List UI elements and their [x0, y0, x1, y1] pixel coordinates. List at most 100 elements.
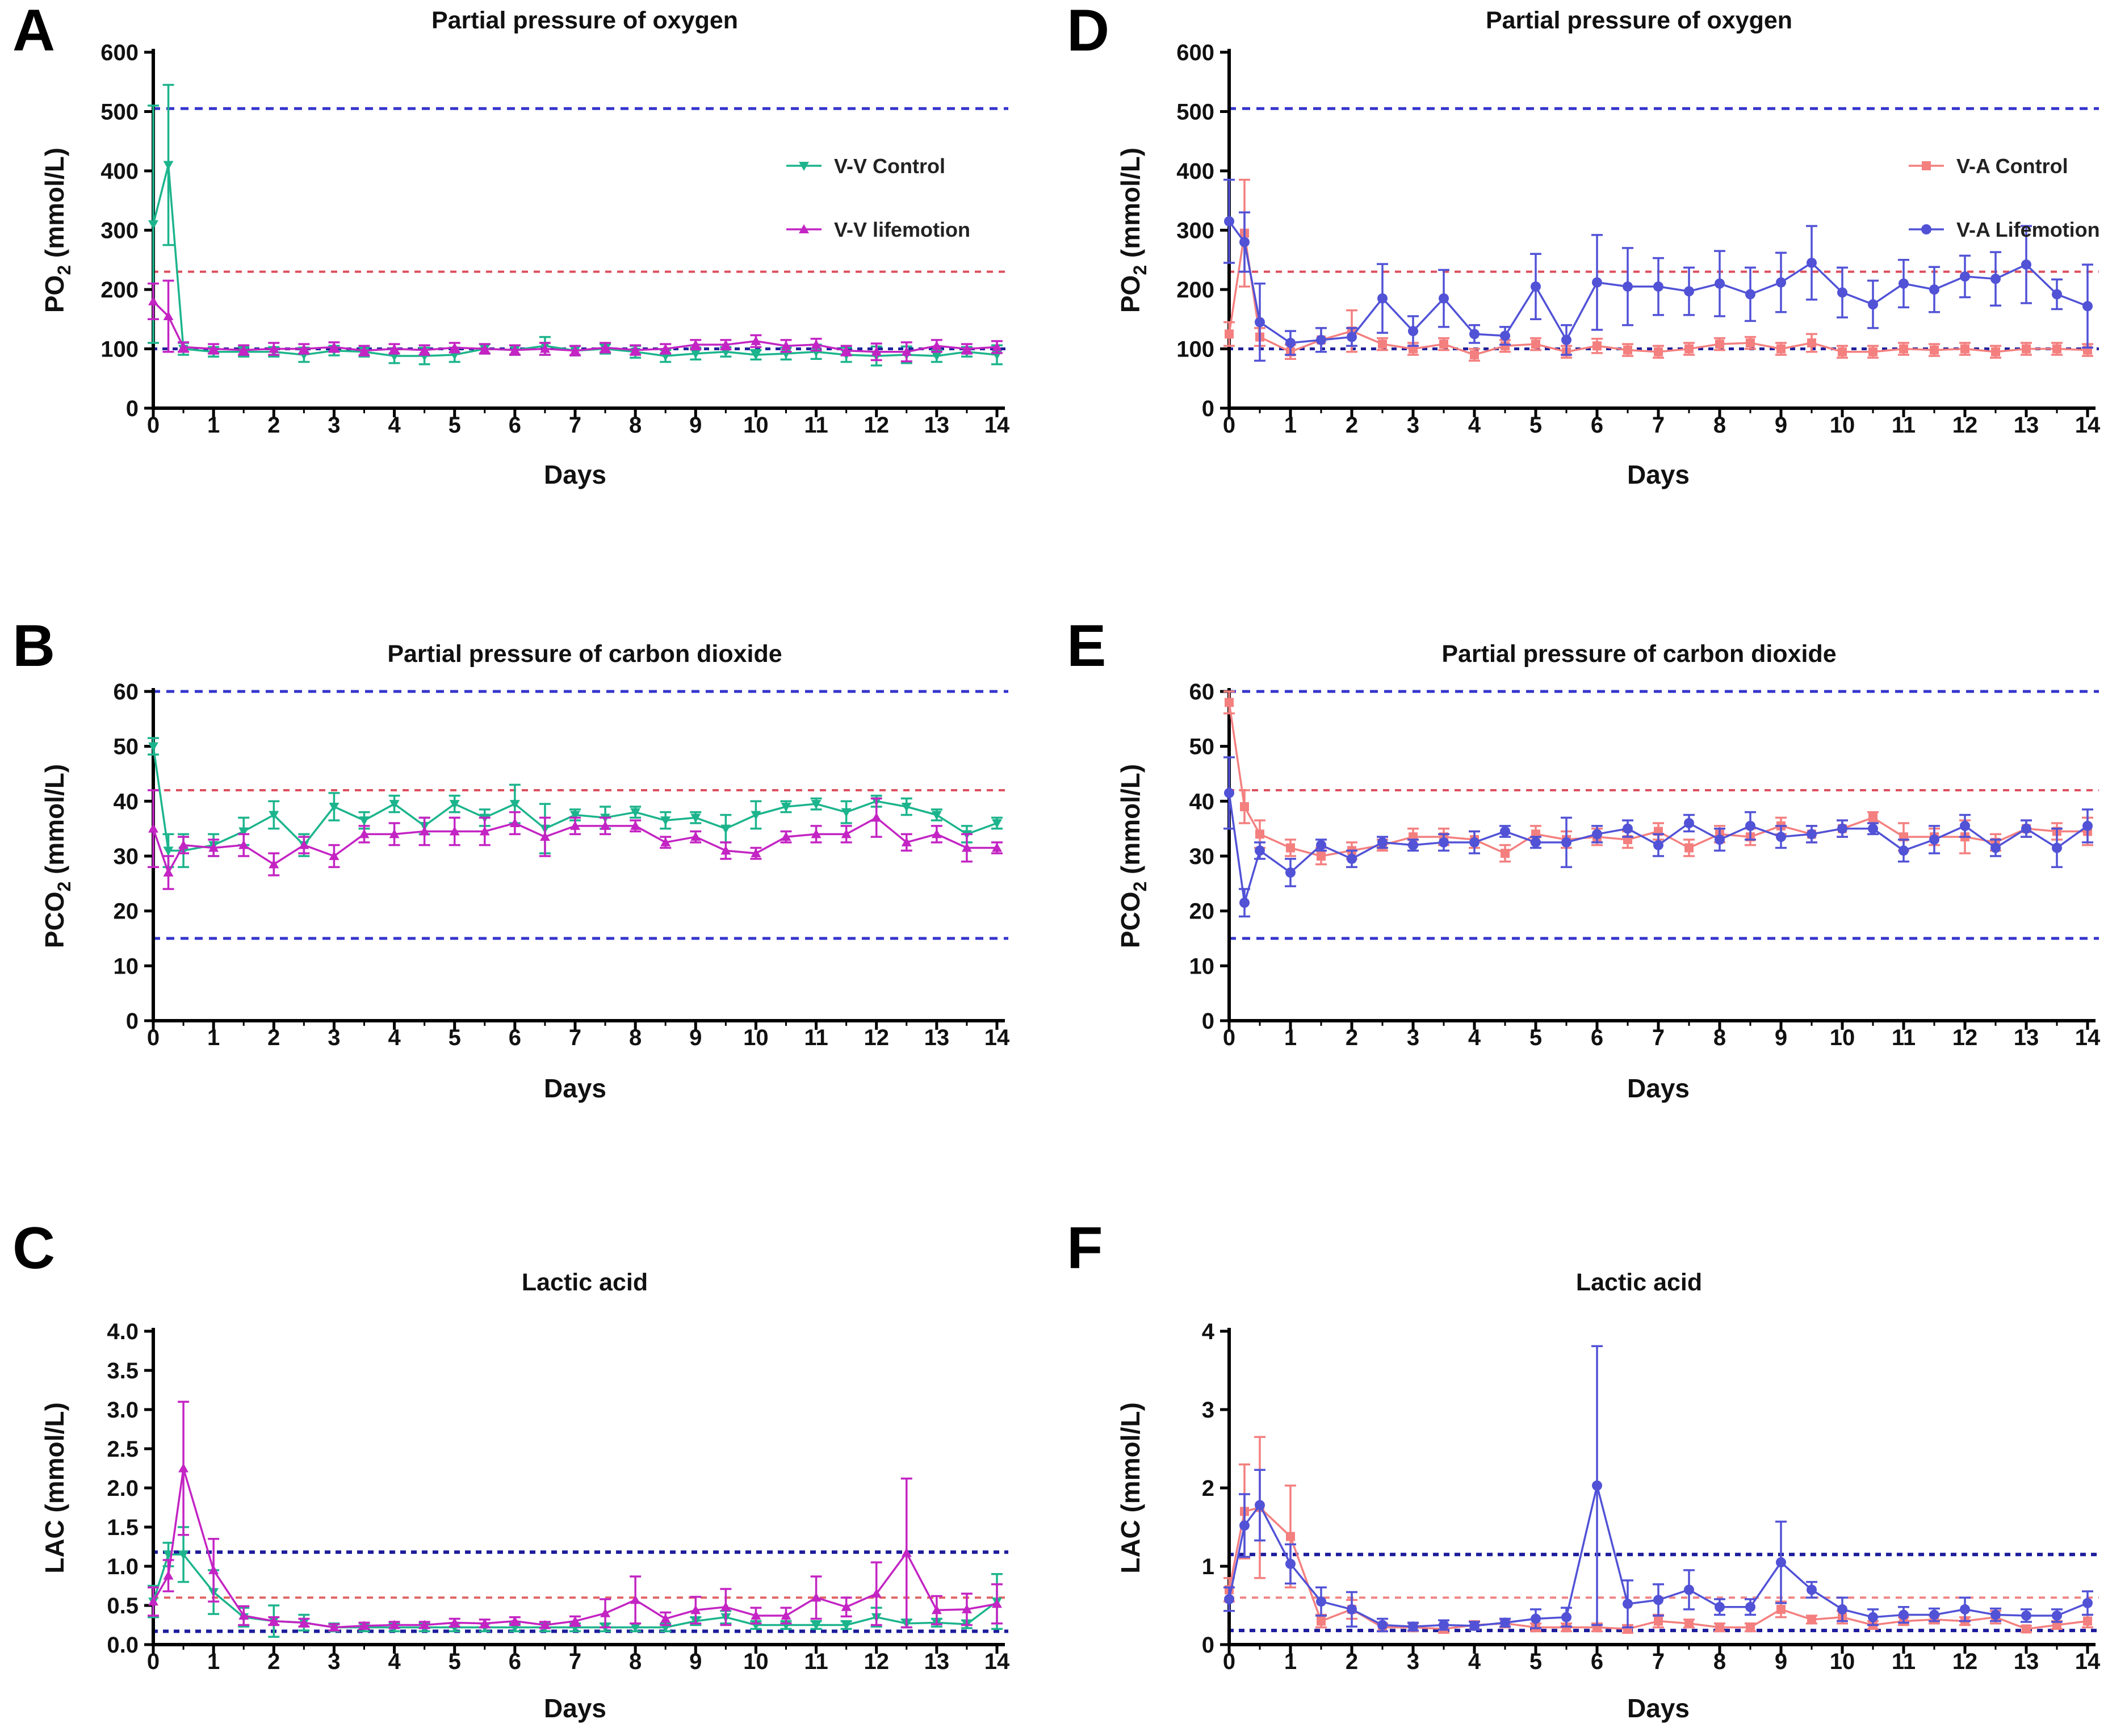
svg-text:0: 0: [1202, 1009, 1214, 1034]
svg-text:9: 9: [1775, 413, 1787, 438]
svg-text:5: 5: [1529, 1025, 1542, 1050]
svg-text:6: 6: [509, 1649, 521, 1674]
svg-text:7: 7: [1652, 1649, 1665, 1674]
svg-text:600: 600: [100, 40, 139, 65]
svg-text:1.0: 1.0: [107, 1554, 139, 1579]
svg-text:10: 10: [743, 413, 769, 438]
svg-text:60: 60: [1189, 680, 1215, 705]
svg-text:7: 7: [569, 1025, 581, 1050]
svg-text:4: 4: [1468, 1025, 1481, 1050]
svg-text:4: 4: [388, 413, 401, 438]
svg-text:11: 11: [804, 1025, 828, 1050]
svg-text:14: 14: [2075, 413, 2101, 438]
svg-text:9: 9: [1775, 1025, 1787, 1050]
svg-text:12: 12: [1952, 1025, 1978, 1050]
svg-text:300: 300: [100, 219, 139, 244]
svg-text:4.0: 4.0: [107, 1319, 139, 1344]
svg-text:0: 0: [1202, 396, 1214, 421]
svg-text:3: 3: [328, 1649, 340, 1674]
svg-text:400: 400: [100, 159, 139, 184]
chart-po2-va: 0 1 2 3 4 5 6 7 8 9 10 11 12 13 140100200300400500600P…: [1116, 40, 2101, 489]
reference-lines: [152, 1550, 1008, 1633]
svg-text:1: 1: [207, 1649, 220, 1674]
svg-text:3: 3: [1202, 1398, 1214, 1423]
svg-text:10: 10: [743, 1649, 769, 1674]
svg-text:7: 7: [569, 1649, 581, 1674]
svg-text:8: 8: [1713, 413, 1726, 438]
svg-text:11: 11: [804, 1649, 828, 1674]
svg-text:3: 3: [1407, 413, 1419, 438]
svg-text:3: 3: [1407, 1025, 1419, 1050]
x-axis-label: Days: [1627, 460, 1690, 489]
svg-text:12: 12: [1952, 413, 1978, 438]
chart-po2-vv: 0 1 2 3 4 5 6 7 8 9 10 11 12 13 140100200300400500600P…: [40, 40, 1010, 489]
svg-text:30: 30: [1189, 844, 1215, 869]
svg-text:1: 1: [1284, 1025, 1297, 1050]
legend: V-V Control V-V lifemotion: [786, 154, 970, 241]
svg-text:6: 6: [1591, 1025, 1603, 1050]
y-axis-label: PCO2 (mmol/L): [40, 764, 74, 948]
svg-text:0: 0: [147, 1649, 160, 1674]
x-axis-label: Days: [544, 1693, 606, 1723]
y-axis-label: PO2 (mmol/L): [40, 148, 74, 313]
svg-text:40: 40: [114, 789, 139, 814]
svg-text:V-A Control: V-A Control: [1956, 154, 2068, 178]
panel-title-d: Partial pressure of oxygen: [1485, 7, 1793, 34]
x-axis-label: Days: [1627, 1074, 1690, 1103]
series-v-v-lifemotion: [148, 1400, 1003, 1632]
svg-text:0: 0: [1223, 413, 1235, 438]
svg-text:0: 0: [1223, 1025, 1235, 1050]
axes: 0 1 2 3 4 5 6 7 8 9 10 11 12 13 140.00.51.01.52.02.53.…: [107, 1319, 1010, 1674]
panel-title-e: Partial pressure of carbon dioxide: [1441, 640, 1837, 668]
y-axis-label: PCO2 (mmol/L): [1116, 764, 1150, 948]
svg-text:8: 8: [1713, 1025, 1726, 1050]
y-axis-label: LAC (mmol/L): [40, 1402, 69, 1574]
svg-text:6: 6: [1591, 1649, 1603, 1674]
svg-text:6: 6: [509, 1025, 521, 1050]
svg-text:13: 13: [2014, 1025, 2039, 1050]
x-axis-label: Days: [1627, 1693, 1690, 1723]
svg-text:11: 11: [1892, 413, 1916, 438]
panel-letter-e: E: [1067, 613, 1107, 679]
svg-text:400: 400: [1176, 159, 1214, 184]
svg-text:12: 12: [1952, 1649, 1978, 1674]
series-v-a-lifemotion: [1223, 178, 2093, 362]
legend: V-A Control V-A Lifemotion: [1909, 154, 2100, 241]
svg-text:7: 7: [1652, 413, 1665, 438]
svg-text:10: 10: [743, 1025, 769, 1050]
series-v-a-lifemotion: [1223, 756, 2093, 918]
reference-lines: [152, 107, 1008, 350]
svg-text:4: 4: [388, 1649, 401, 1674]
panel-title-b: Partial pressure of carbon dioxide: [387, 640, 782, 668]
svg-text:500: 500: [1176, 100, 1214, 125]
svg-text:50: 50: [1189, 735, 1215, 760]
svg-text:11: 11: [1892, 1649, 1916, 1674]
svg-text:0: 0: [147, 413, 160, 438]
svg-text:13: 13: [2014, 413, 2039, 438]
panel-title-a: Partial pressure of oxygen: [431, 7, 739, 34]
svg-text:2: 2: [267, 413, 280, 438]
svg-text:7: 7: [569, 413, 581, 438]
svg-text:1: 1: [1284, 413, 1297, 438]
svg-text:600: 600: [1176, 40, 1214, 65]
svg-text:2: 2: [1202, 1476, 1214, 1501]
svg-text:5: 5: [449, 413, 461, 438]
svg-text:3: 3: [328, 413, 340, 438]
y-axis-label: PO2 (mmol/L): [1116, 148, 1150, 313]
svg-text:9: 9: [689, 1649, 702, 1674]
svg-text:500: 500: [100, 100, 139, 125]
svg-text:14: 14: [2075, 1649, 2101, 1674]
svg-text:3: 3: [328, 1025, 340, 1050]
svg-text:2: 2: [267, 1025, 280, 1050]
panel-letter-d: D: [1067, 0, 1110, 64]
svg-text:10: 10: [114, 954, 139, 979]
svg-text:2: 2: [267, 1649, 280, 1674]
